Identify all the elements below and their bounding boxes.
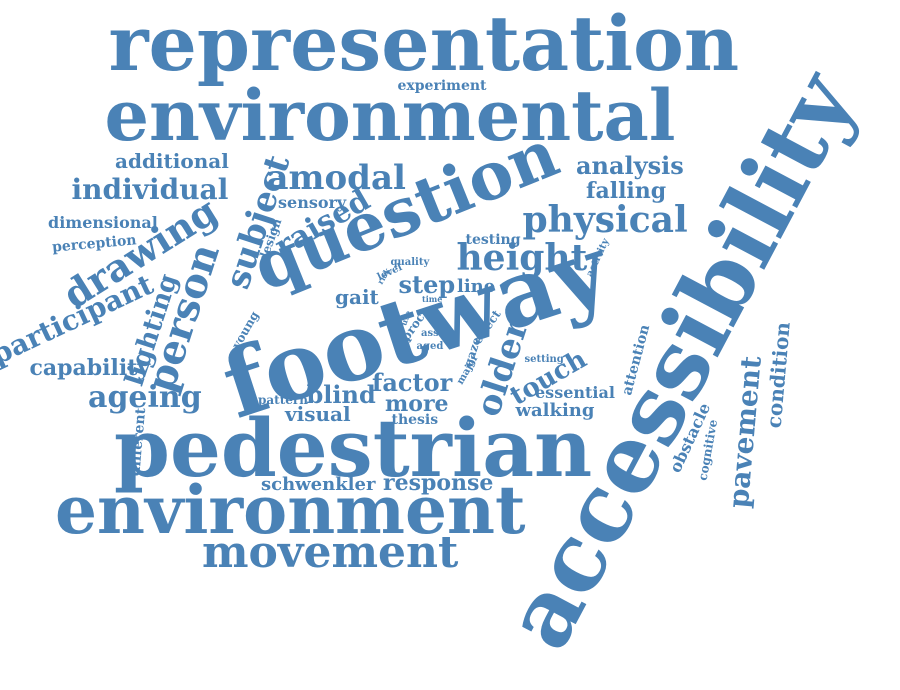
word-response: response bbox=[383, 470, 494, 496]
word-environment: environment bbox=[55, 471, 526, 549]
word-quality: quality bbox=[390, 257, 430, 268]
word-time: time bbox=[422, 294, 443, 304]
word-visual: visual bbox=[285, 402, 351, 426]
word-ageing: ageing bbox=[88, 380, 202, 415]
word-step: step bbox=[398, 270, 456, 299]
word-pattern: pattern bbox=[258, 393, 308, 407]
word-testing: testing bbox=[465, 232, 521, 248]
word-walking: walking bbox=[515, 400, 595, 421]
word-experiment: experiment bbox=[397, 78, 487, 94]
word-schwenkler: schwenkler bbox=[261, 474, 376, 495]
word-gait: gait bbox=[335, 285, 379, 309]
word-essential: essential bbox=[535, 383, 615, 402]
word-dimensional: dimensional bbox=[48, 213, 158, 232]
word-physical: physical bbox=[522, 199, 688, 241]
word-factor: factor bbox=[372, 368, 453, 397]
word-falling: falling bbox=[586, 178, 667, 204]
word-pedestrian: pedestrian bbox=[114, 401, 593, 495]
word-representation: representation bbox=[108, 0, 740, 88]
word-thesis: thesis bbox=[391, 412, 439, 428]
word-additional: additional bbox=[115, 149, 229, 173]
word-aged: aged bbox=[416, 341, 444, 352]
word-sensory: sensory bbox=[278, 193, 347, 212]
word-condition: condition bbox=[761, 320, 795, 430]
word-individual: individual bbox=[71, 173, 229, 206]
word-ass: ass bbox=[421, 328, 439, 339]
word-height: height bbox=[456, 237, 588, 279]
word-analysis: analysis bbox=[576, 151, 684, 180]
word-line: line bbox=[457, 276, 496, 297]
word-amodal: amodal bbox=[266, 158, 406, 198]
word-capability: capability bbox=[29, 355, 151, 381]
word-setting: setting bbox=[524, 354, 564, 365]
word-movement: movement bbox=[202, 527, 459, 578]
word-blind: blind bbox=[306, 380, 376, 409]
word-more: more bbox=[385, 391, 449, 417]
word-environmental: environmental bbox=[104, 74, 676, 157]
